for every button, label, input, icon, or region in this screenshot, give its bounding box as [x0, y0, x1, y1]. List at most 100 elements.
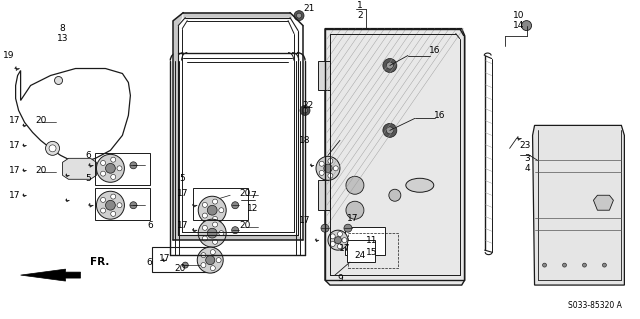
- Text: 20: 20: [239, 221, 251, 230]
- Circle shape: [111, 194, 116, 199]
- Text: 17: 17: [159, 254, 170, 263]
- Text: 17: 17: [339, 244, 351, 253]
- Circle shape: [202, 213, 207, 218]
- Circle shape: [294, 11, 304, 21]
- Ellipse shape: [406, 178, 434, 192]
- Circle shape: [207, 228, 217, 238]
- Circle shape: [207, 205, 217, 215]
- Bar: [95, 188, 150, 220]
- Text: 14: 14: [513, 21, 524, 30]
- Circle shape: [328, 173, 333, 178]
- Circle shape: [602, 263, 607, 267]
- Circle shape: [342, 238, 347, 243]
- Circle shape: [130, 162, 137, 169]
- Circle shape: [205, 256, 215, 265]
- Circle shape: [337, 232, 342, 236]
- Text: 7: 7: [250, 191, 256, 200]
- Text: 8: 8: [60, 24, 65, 33]
- Bar: [193, 188, 248, 220]
- Circle shape: [383, 123, 397, 137]
- Text: 16: 16: [434, 111, 445, 120]
- Circle shape: [97, 154, 124, 182]
- Text: 17: 17: [9, 166, 20, 175]
- Circle shape: [344, 224, 352, 232]
- Circle shape: [202, 225, 207, 230]
- Circle shape: [330, 241, 335, 247]
- Polygon shape: [325, 29, 465, 285]
- Circle shape: [328, 230, 348, 250]
- Circle shape: [522, 21, 532, 31]
- Circle shape: [97, 191, 124, 219]
- Polygon shape: [183, 13, 292, 18]
- Polygon shape: [88, 163, 93, 167]
- Circle shape: [346, 176, 364, 194]
- Polygon shape: [516, 137, 522, 140]
- Bar: [347, 240, 375, 262]
- Circle shape: [211, 249, 215, 255]
- Circle shape: [117, 203, 122, 208]
- Text: 17: 17: [177, 189, 188, 198]
- Circle shape: [100, 197, 106, 202]
- Bar: [345, 227, 385, 255]
- Circle shape: [346, 201, 364, 219]
- Text: 5: 5: [86, 174, 92, 183]
- Text: 6: 6: [147, 258, 152, 267]
- Polygon shape: [173, 13, 182, 240]
- Circle shape: [328, 159, 333, 163]
- Circle shape: [383, 58, 397, 72]
- Text: 13: 13: [57, 34, 68, 43]
- Bar: [95, 153, 150, 185]
- Text: 9: 9: [337, 274, 343, 283]
- Circle shape: [335, 237, 342, 244]
- Circle shape: [219, 208, 224, 213]
- Polygon shape: [15, 69, 131, 162]
- Circle shape: [324, 164, 332, 173]
- Circle shape: [100, 208, 106, 213]
- Polygon shape: [315, 239, 319, 242]
- Circle shape: [198, 196, 226, 224]
- Text: 18: 18: [300, 136, 311, 145]
- Bar: [152, 247, 214, 272]
- Circle shape: [543, 263, 547, 267]
- Polygon shape: [22, 194, 27, 197]
- Bar: [318, 180, 330, 210]
- Text: 24: 24: [355, 251, 365, 260]
- Circle shape: [111, 157, 116, 162]
- Text: 15: 15: [366, 248, 378, 257]
- Circle shape: [100, 171, 106, 176]
- Text: 5: 5: [179, 174, 185, 183]
- Text: 6: 6: [147, 221, 153, 230]
- Circle shape: [54, 77, 63, 85]
- Text: 17: 17: [177, 221, 188, 230]
- Circle shape: [219, 231, 224, 236]
- Circle shape: [211, 266, 215, 271]
- Circle shape: [111, 174, 116, 180]
- Text: 11: 11: [366, 236, 378, 245]
- Text: 2: 2: [357, 11, 363, 20]
- Polygon shape: [63, 158, 97, 179]
- Polygon shape: [22, 144, 27, 147]
- Circle shape: [300, 106, 310, 115]
- Circle shape: [198, 219, 226, 247]
- Text: 22: 22: [302, 101, 314, 110]
- Circle shape: [106, 200, 115, 210]
- Circle shape: [232, 227, 239, 234]
- Polygon shape: [88, 203, 93, 207]
- Polygon shape: [65, 199, 70, 202]
- Text: 4: 4: [525, 164, 531, 173]
- Text: 19: 19: [3, 51, 14, 60]
- Text: 17: 17: [9, 116, 20, 125]
- Circle shape: [111, 211, 116, 216]
- Circle shape: [333, 166, 339, 171]
- Circle shape: [232, 202, 239, 209]
- Circle shape: [117, 166, 122, 171]
- Text: 1: 1: [357, 1, 363, 10]
- Circle shape: [316, 156, 340, 180]
- Polygon shape: [22, 169, 27, 172]
- Text: 20: 20: [35, 116, 46, 125]
- Circle shape: [202, 236, 207, 241]
- Text: 17: 17: [9, 191, 20, 200]
- Circle shape: [319, 161, 324, 166]
- Circle shape: [563, 263, 566, 267]
- Circle shape: [387, 62, 394, 69]
